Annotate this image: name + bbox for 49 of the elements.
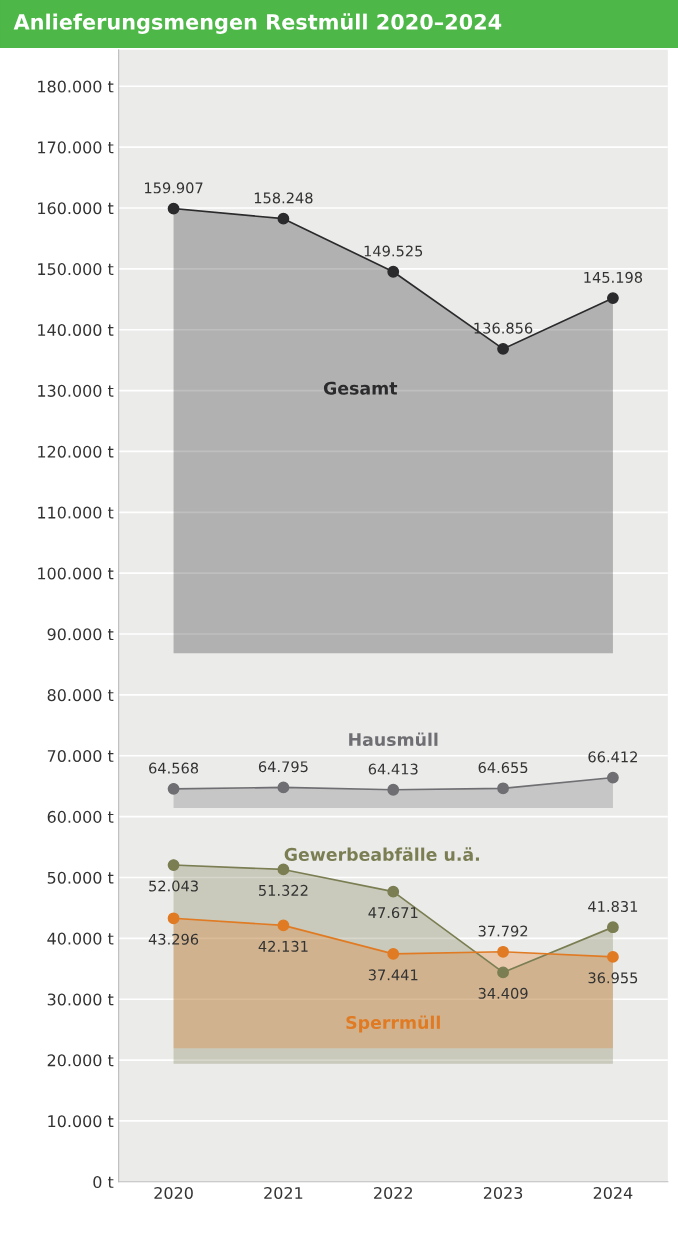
data-label: 36.955 (588, 972, 638, 984)
y-tick-label: 60.000 t (47, 810, 114, 823)
y-tick-label: 140.000 t (38, 323, 114, 337)
y-tick-label: 90.000 t (47, 628, 114, 641)
data-label: 145.198 (584, 271, 643, 283)
y-tick-label: 180.000 t (38, 80, 114, 93)
series-label: Gesamt (323, 381, 398, 395)
y-tick-label: 100.000 t (38, 567, 114, 580)
y-tick-label: 160.000 t (38, 202, 114, 215)
data-label: 64.413 (368, 763, 418, 775)
data-label: 159.907 (145, 182, 203, 194)
data-label: 64.655 (478, 762, 528, 774)
y-tick-label: 120.000 t (38, 445, 114, 458)
data-label: 64.568 (149, 762, 199, 774)
data-label: 41.831 (588, 900, 638, 912)
data-label: 37.441 (368, 969, 418, 981)
y-tick-label: 0 t (93, 1176, 114, 1189)
y-tick-label: 70.000 t (47, 749, 114, 763)
data-label: 136.856 (474, 322, 533, 334)
x-tick-label: 2020 (154, 1186, 193, 1200)
y-tick-label: 20.000 t (47, 1054, 114, 1067)
data-label: 37.792 (478, 925, 528, 937)
data-label: 42.131 (258, 940, 308, 952)
y-tick-label: 50.000 t (47, 871, 114, 884)
data-label: 149.525 (364, 245, 423, 257)
text: Hausmüll (349, 732, 438, 747)
chart-title: Anlieferungsmengen Restmüll 2020–2024 (13, 13, 502, 34)
y-tick-label: 80.000 t (47, 689, 114, 702)
y-tick-label: 170.000 t (38, 141, 114, 154)
series-label: Sperrmüll (346, 1015, 440, 1033)
y-tick-label: 40.000 t (47, 932, 114, 945)
data-label: 66.412 (588, 751, 637, 763)
data-label: 34.409 (478, 987, 528, 999)
data-label: 64.795 (258, 761, 308, 773)
series-label: Gewerbeabfälle u.ä. (284, 847, 479, 861)
data-label: 51.322 (259, 884, 308, 896)
x-tick-label: 2024 (593, 1186, 633, 1200)
y-tick-label: 130.000 t (38, 384, 114, 397)
y-tick-label: 110.000 t (38, 506, 114, 519)
data-label: 47.671 (368, 907, 418, 919)
data-label: 158.248 (254, 192, 313, 204)
y-tick-label: 10.000 t (48, 1115, 114, 1128)
y-tick-label: 30.000 t (47, 993, 114, 1006)
y-tick-label: 150.000 t (38, 263, 114, 276)
x-tick-label: 2023 (483, 1186, 523, 1200)
x-tick-label: 2022 (374, 1186, 412, 1200)
x-tick-label: 2021 (264, 1186, 303, 1200)
data-label: 43.296 (148, 933, 199, 945)
data-label: 52.043 (149, 880, 198, 892)
